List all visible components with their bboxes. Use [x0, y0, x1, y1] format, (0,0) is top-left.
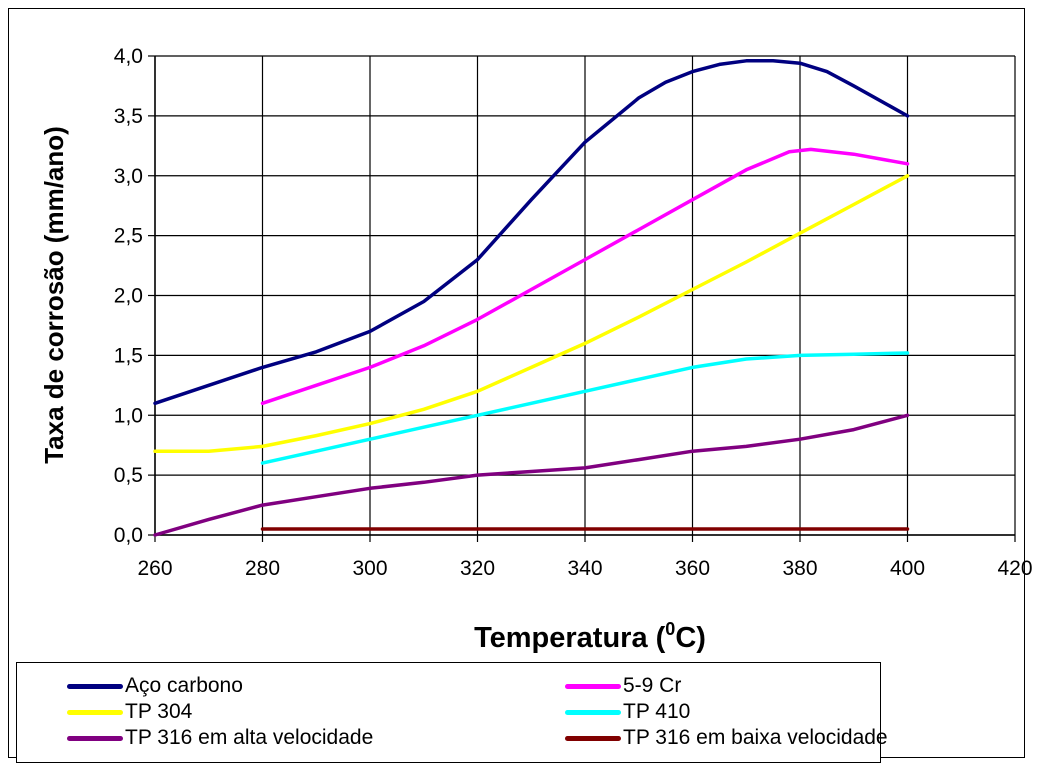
y-tick-label: 1,5	[114, 344, 143, 367]
legend-label: Aço carbono	[125, 674, 243, 697]
y-tick-label: 4,0	[114, 45, 143, 68]
legend-label: TP 304	[125, 700, 193, 723]
legend-swatch	[565, 683, 621, 689]
legend-item: TP 410	[565, 700, 691, 723]
x-tick-label: 300	[352, 557, 387, 580]
y-axis-label: Taxa de corrosão (mm/ano)	[39, 126, 69, 464]
legend-item: Aço carbono	[67, 674, 243, 697]
legend-swatch	[565, 735, 621, 741]
x-tick-label: 360	[675, 557, 710, 580]
x-tick-label: 380	[782, 557, 817, 580]
series-line	[153, 59, 910, 406]
legend-swatch	[67, 683, 123, 689]
y-tick-label: 1,0	[114, 404, 143, 427]
y-tick-label: 0,5	[114, 464, 143, 487]
y-tick-label: 2,5	[114, 225, 143, 248]
series-line	[153, 413, 910, 537]
x-tick-label: 260	[137, 557, 172, 580]
x-tick-label: 400	[890, 557, 925, 580]
series-lines	[153, 59, 910, 537]
series-line	[153, 174, 910, 453]
x-tick-label: 340	[567, 557, 602, 580]
legend: Aço carbono 5-9 Cr TP 304 TP 410 TP 316 em a…	[16, 662, 888, 763]
legend-item: TP 304	[67, 700, 193, 723]
y-tick-label: 0,0	[114, 524, 143, 547]
y-tick-label: 2,0	[114, 285, 143, 308]
x-tick-label: 320	[460, 557, 495, 580]
tick-labels: 260 280 300 320 340 360 380 400 420 0,0 0,5 1,0 1,5 2…	[114, 45, 1033, 580]
legend-swatch	[67, 735, 123, 741]
legend-swatch	[67, 709, 123, 715]
series-line	[260, 147, 910, 406]
legend-swatch	[565, 709, 621, 715]
series-line	[260, 351, 910, 465]
legend-label: TP 410	[623, 700, 691, 723]
legend-item: TP 316 em alta velocidade	[67, 726, 374, 749]
legend-label: TP 316 em baixa velocidade	[623, 726, 888, 749]
x-tick-label: 280	[245, 557, 280, 580]
x-axis-label: Temperatura (0C)	[474, 619, 706, 654]
x-tick-label: 420	[997, 557, 1032, 580]
legend-label: 5-9 Cr	[623, 674, 682, 697]
legend-item: 5-9 Cr	[565, 674, 682, 697]
y-tick-label: 3,0	[114, 165, 143, 188]
y-tick-label: 3,5	[114, 105, 143, 128]
legend-item: TP 316 em baixa velocidade	[565, 726, 888, 749]
legend-label: TP 316 em alta velocidade	[125, 726, 374, 749]
